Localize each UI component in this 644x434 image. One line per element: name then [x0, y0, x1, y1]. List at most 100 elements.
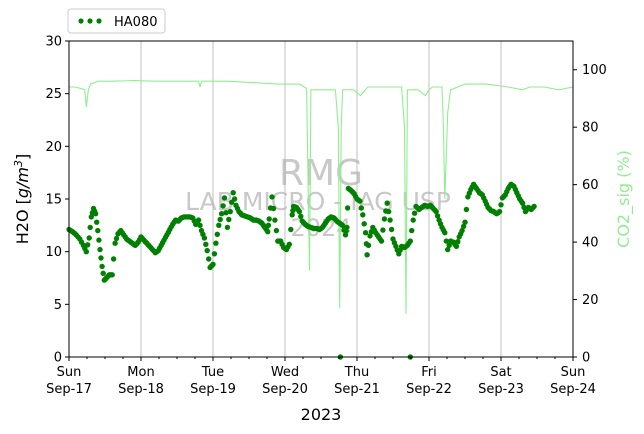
h2o-point [92, 211, 99, 217]
h2o-point [269, 194, 275, 200]
x-tick-label-date: Sep-20 [262, 382, 308, 397]
h2o-point [496, 208, 503, 215]
h2o-point [442, 230, 448, 236]
h2o-point [387, 217, 393, 223]
h2o-point [218, 211, 225, 217]
h2o-point [358, 205, 364, 211]
left-y-tick-label: 30 [45, 35, 62, 50]
h2o-point [519, 200, 526, 206]
left-y-title-suffix: ] [13, 154, 32, 160]
h2o-point [411, 210, 418, 216]
h2o-point [443, 238, 449, 244]
h2o-point [344, 205, 351, 211]
h2o-point [407, 238, 413, 244]
h2o-point [216, 222, 222, 228]
h2o-point [272, 217, 278, 223]
h2o-point [445, 246, 451, 253]
h2o-point [85, 242, 91, 248]
x-tick-label-day: Wed [271, 365, 299, 380]
left-y-tick-label: 10 [45, 245, 62, 260]
h2o-point [97, 246, 103, 253]
right-y-axis: 0 20 40 60 80 100 [573, 63, 607, 366]
x-tick-label-day: Sun [57, 365, 82, 380]
h2o-point [87, 224, 93, 231]
left-y-axis-title: H2O [g/m3] [12, 154, 33, 245]
left-y-tick-label: 25 [45, 87, 62, 102]
h2o-point [223, 210, 229, 216]
h2o-point [221, 195, 228, 201]
h2o-point [380, 227, 386, 233]
h2o-point [113, 235, 120, 242]
h2o-point [288, 226, 294, 233]
h2o-point [270, 205, 277, 212]
x-tick-label-day: Sat [490, 365, 511, 380]
x-tick-label-day: Sun [561, 365, 586, 380]
h2o-point [365, 242, 372, 248]
left-y-title-exponent: 3 [12, 160, 25, 167]
h2o-point [386, 208, 392, 215]
x-tick-label-day: Thu [344, 365, 369, 380]
h2o-point [463, 206, 470, 213]
x-tick-label-date: Sep-23 [478, 382, 524, 397]
left-y-tick-label: 15 [45, 193, 62, 208]
h2o-point [531, 203, 537, 210]
h2o-point [362, 230, 369, 236]
h2o-point [409, 227, 415, 234]
x-tick-label-date: Sep-18 [118, 382, 164, 397]
h2o-point [217, 216, 223, 223]
legend-label: HA080 [114, 15, 157, 30]
h2o-point [289, 212, 295, 218]
h2o-point [226, 216, 232, 223]
left-y-tick-label: 5 [54, 298, 62, 313]
h2o-point [227, 208, 233, 215]
h2o-point [211, 251, 218, 257]
x-tick-label-date: Sep-21 [334, 382, 380, 397]
x-tick-label-day: Tue [201, 365, 224, 380]
right-y-tick-label: 80 [582, 121, 599, 136]
h2o-point [265, 229, 271, 235]
co2-series-line [69, 80, 574, 314]
h2o-point [98, 255, 104, 261]
x-tick-label-date: Sep-17 [46, 382, 92, 397]
h2o-point [203, 241, 209, 247]
x-tick-label-date: Sep-19 [190, 382, 236, 397]
h2o-point [83, 249, 90, 255]
h2o-point [214, 231, 220, 237]
h2o-point [455, 239, 461, 245]
h2o-point [231, 196, 238, 202]
h2o-point [296, 208, 303, 215]
h2o-point [357, 198, 363, 204]
h2o-point [197, 222, 203, 228]
h2o-point [201, 235, 208, 241]
h2o-point [462, 219, 468, 225]
right-y-axis-title: CO2_sig (%) [614, 150, 634, 248]
h2o-point [204, 247, 210, 254]
h2o-point [112, 240, 118, 246]
h2o-point [86, 235, 92, 241]
h2o-point [265, 222, 272, 228]
h2o-point [95, 227, 101, 234]
h2o-point [460, 223, 467, 230]
h2o-point [224, 224, 231, 231]
h2o-point [364, 252, 370, 258]
h2o-point [94, 219, 100, 225]
h2o-point [110, 256, 117, 262]
h2o-point [381, 216, 388, 222]
legend-marker [78, 18, 102, 24]
right-y-tick-label: 40 [582, 236, 599, 251]
h2o-point [96, 237, 102, 243]
h2o-point [361, 221, 367, 227]
h2o-point [298, 213, 304, 220]
co2-series [69, 80, 574, 314]
h2o-series [66, 181, 537, 360]
left-y-title-prefix: H2O [ [13, 198, 32, 244]
h2o-point [339, 222, 346, 228]
h2o-point [434, 213, 441, 219]
legend: HA080 [67, 8, 166, 34]
h2o-point [195, 217, 202, 223]
h2o-point [388, 226, 395, 233]
h2o-point [344, 224, 350, 231]
h2o-point [210, 261, 216, 267]
h2o-point [286, 241, 292, 247]
x-axis: Sun Sep-17 Mon Sep-18 Tue Sep-19 Wed Sep-20 Thu S… [46, 357, 596, 397]
